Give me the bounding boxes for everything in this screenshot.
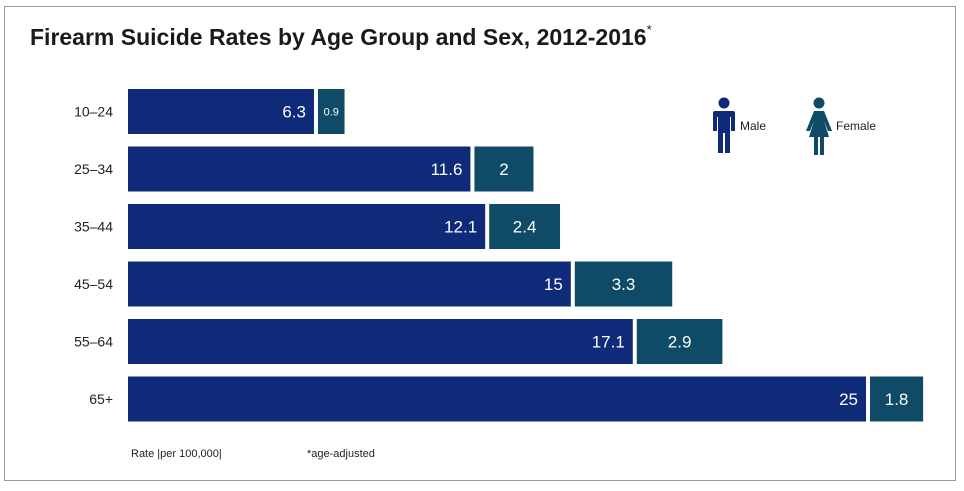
axis-unit-note: Rate |per 100,000| [131,448,222,460]
data-label-male: 17.1 [592,333,625,352]
legend-male: Male [711,97,766,155]
data-label-male: 12.1 [444,218,477,237]
bar-female [636,319,723,364]
bar-female [317,89,345,134]
bar-female [870,376,924,422]
data-label-female: 2 [499,160,508,179]
category-label: 55–64 [74,334,113,350]
bar-male [128,261,571,307]
category-label: 35–44 [74,219,113,235]
bar-female [489,204,561,249]
bar-male [128,376,866,422]
title-asterisk: * [646,22,652,37]
bar-male [128,89,314,134]
category-label: 25–34 [74,161,113,177]
data-label-female: 2.9 [668,333,692,352]
data-label-male: 11.6 [431,160,463,179]
chart-title-text: Firearm Suicide Rates by Age Group and S… [30,24,647,50]
bar-female [474,146,534,192]
bar-male [128,319,633,364]
male-person-icon [713,97,735,153]
chart-title: Firearm Suicide Rates by Age Group and S… [30,22,652,51]
data-label-female: 0.9 [324,107,339,119]
category-label: 65+ [89,391,113,407]
category-label: 45–54 [74,276,113,292]
age-adjusted-note: *age-adjusted [307,448,375,460]
legend-male-label: Male [740,119,767,133]
data-label-female: 2.4 [513,218,537,237]
female-person-icon [806,97,832,155]
bar-male [128,204,486,249]
category-label: 10–24 [74,104,113,120]
legend-female: Female [805,97,876,155]
data-label-female: 1.8 [885,390,909,409]
data-label-male: 25 [839,390,858,409]
data-label-male: 15 [544,275,563,294]
data-label-male: 6.3 [282,103,306,122]
data-label-female: 3.3 [612,275,636,294]
bar-female [574,261,673,307]
bar-male [128,146,471,192]
legend-female-label: Female [836,119,877,133]
